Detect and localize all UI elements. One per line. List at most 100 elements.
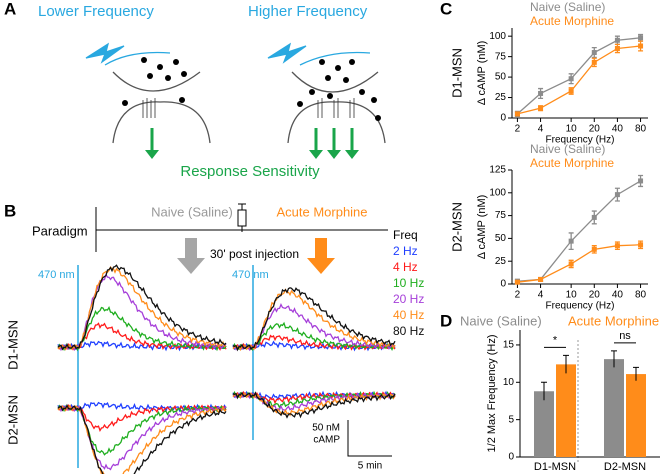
point: [591, 214, 597, 220]
label: Paradigm: [32, 223, 88, 238]
trace: [57, 273, 227, 352]
error-bar: [611, 350, 617, 368]
point: [638, 242, 644, 248]
point: [638, 43, 644, 49]
y-tick-label: 0: [508, 452, 514, 463]
y-tick-label: 0: [500, 279, 506, 290]
legend-label: Naive (Saline): [530, 142, 605, 156]
x-axis-label: Frequency (Hz): [546, 135, 615, 146]
x-tick-label: 2: [515, 124, 521, 135]
point: [614, 45, 620, 51]
label: 30' post injection: [210, 247, 299, 261]
y-axis-label: Δ cAMP (nM): [476, 41, 488, 106]
row-label: D1-MSN: [5, 320, 20, 370]
series-line: [517, 244, 641, 283]
trace: [232, 287, 396, 352]
panel-letter: C: [440, 0, 452, 18]
y-tick-label: 50: [495, 72, 507, 83]
panel-letter: B: [4, 201, 16, 220]
point: [638, 35, 644, 41]
row-label: D2-MSN: [449, 202, 464, 252]
point: [591, 59, 597, 65]
trace: [57, 401, 227, 413]
series-line: [517, 180, 641, 282]
label: Response Sensitivity: [180, 163, 320, 180]
traces: [57, 264, 396, 474]
x-tick-label: 40: [612, 290, 624, 301]
error-bar: [633, 366, 639, 381]
y-axis-label: 1/2 Max Frequency (Hz): [486, 335, 498, 453]
legend-label: 20 Hz: [393, 292, 424, 306]
trace: [57, 404, 227, 474]
series-line: [516, 37, 641, 115]
point: [538, 105, 544, 111]
label: 50 nM: [312, 423, 340, 434]
y-tick-label: 125: [489, 165, 506, 176]
annotation: ns: [619, 330, 631, 342]
x-tick-label: 20: [589, 290, 601, 301]
x-tick-label: 20: [589, 124, 601, 135]
legend-label: Acute Morphine: [530, 156, 614, 170]
y-tick-label: 25: [495, 256, 507, 267]
y-tick-label: 50: [495, 233, 507, 244]
schematic: [85, 42, 386, 159]
y-tick-label: 75: [495, 51, 507, 62]
x-tick-label: D2-MSN: [604, 461, 646, 473]
y-tick-label: 10: [503, 377, 515, 388]
x-tick-label: 4: [538, 290, 544, 301]
error-bar: [563, 354, 569, 374]
y-tick-label: 0: [500, 113, 506, 124]
legend-label: 10 Hz: [393, 276, 424, 290]
timeline: [95, 203, 388, 274]
label: Acute Morphine: [276, 204, 367, 219]
point: [568, 88, 574, 94]
trace: [57, 403, 227, 474]
series-line: [517, 45, 641, 115]
y-tick-label: 25: [495, 92, 507, 103]
y-tick-label: 15: [503, 340, 515, 351]
point: [538, 276, 544, 282]
legend-label: 80 Hz: [393, 324, 424, 338]
point: [591, 246, 597, 252]
label: Freq: [393, 228, 418, 242]
bar: [556, 364, 576, 457]
trace: [232, 334, 396, 351]
trace: [57, 264, 227, 351]
legend-label: Acute Morphine: [568, 313, 659, 328]
point: [514, 111, 520, 117]
x-tick-label: 40: [612, 124, 624, 135]
label: Naive (Saline): [151, 204, 233, 219]
label: Lower Frequency: [38, 3, 154, 20]
bar: [534, 391, 554, 457]
x-tick-label: 80: [635, 124, 647, 135]
point: [614, 243, 620, 249]
legend-label: Naive (Saline): [530, 0, 605, 14]
error-bar: [541, 381, 547, 401]
legend-label: 4 Hz: [393, 260, 418, 274]
point: [568, 76, 574, 82]
label: 5 min: [358, 461, 382, 472]
panel-letter: A: [4, 0, 16, 18]
trace: [232, 391, 396, 419]
x-tick-label: D1-MSN: [534, 461, 576, 473]
label: cAMP: [313, 435, 340, 446]
legend-label: Naive (Saline): [460, 313, 542, 328]
point: [591, 50, 597, 56]
x-tick-label: 80: [635, 290, 647, 301]
point: [614, 192, 620, 198]
point: [514, 279, 520, 285]
x-axis-label: Frequency (Hz): [546, 301, 615, 312]
x-tick-label: 10: [566, 290, 578, 301]
label: 470 nm: [232, 269, 269, 281]
panel-letter: D: [440, 311, 452, 330]
y-tick-label: 75: [495, 210, 507, 221]
bar: [626, 374, 646, 457]
legend-label: 40 Hz: [393, 308, 424, 322]
scale-bar: [347, 420, 392, 457]
point: [568, 238, 574, 244]
legend-label: 2 Hz: [393, 244, 418, 258]
x-tick-label: 2: [515, 290, 521, 301]
point: [638, 178, 644, 184]
bar: [604, 359, 624, 457]
